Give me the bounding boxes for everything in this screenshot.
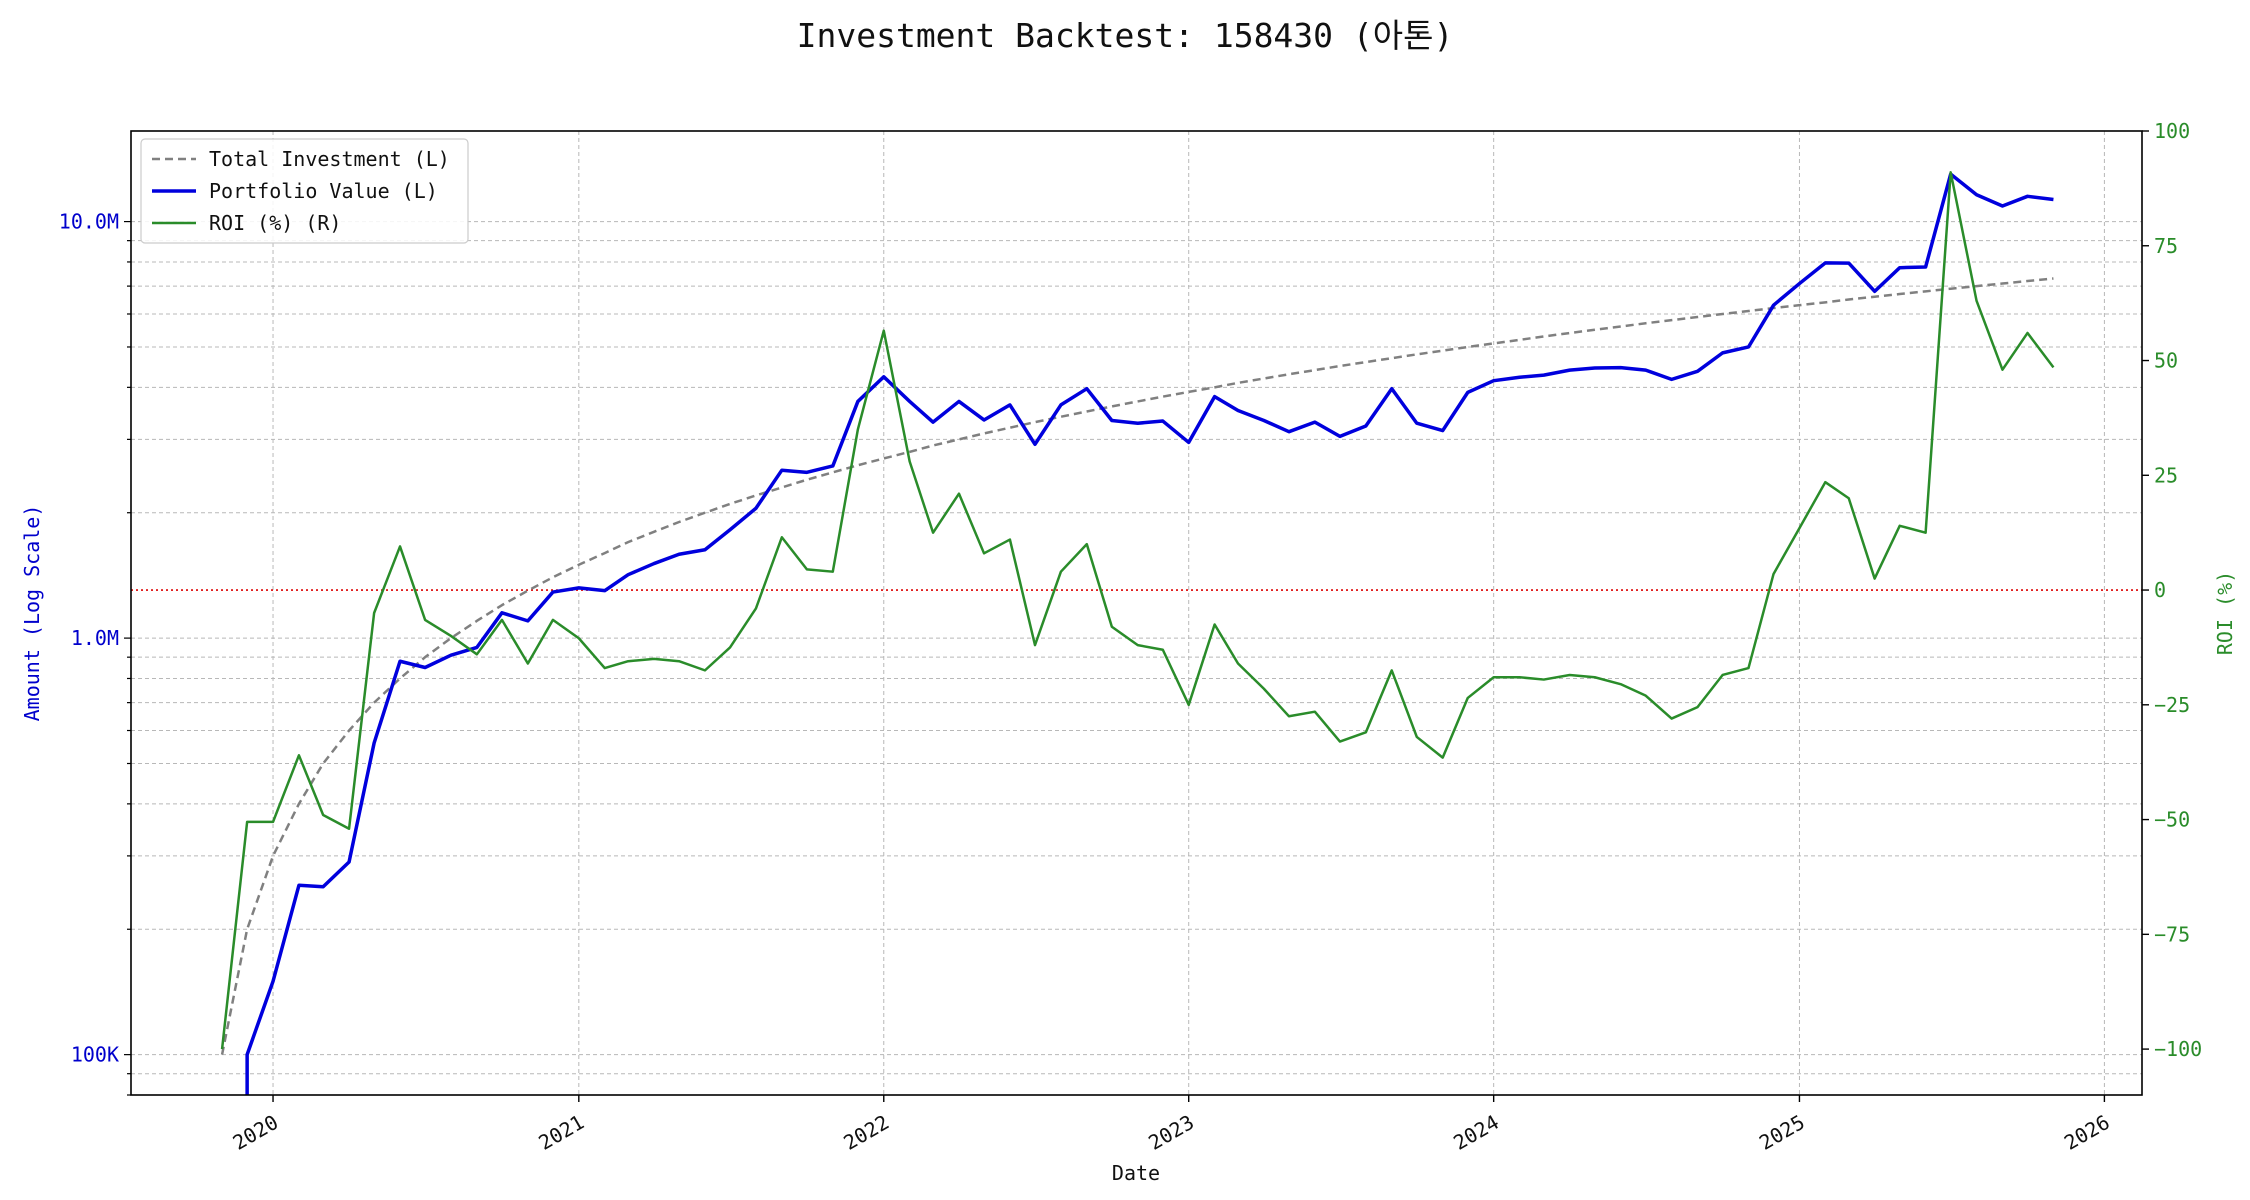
x-tick-label-2022: 2022 (839, 1110, 893, 1155)
right-axis-ticks: 100 75 50 25 0 −25 −50 −75 −100 (2142, 119, 2202, 1061)
right-axis-label: ROI (%) (2213, 571, 2237, 655)
left-tick-label-10.0M: 10.0M (59, 210, 119, 234)
x-axis-label: Date (1112, 1161, 1160, 1185)
roi-line (220, 171, 2055, 1050)
legend-box (140, 138, 469, 244)
legend: Total Investment (L) Portfolio Value (L)… (140, 138, 469, 244)
plot-frame (130, 130, 2143, 1096)
right-tick-label--75: −75 (2154, 922, 2190, 946)
right-tick-label-75: 75 (2154, 234, 2178, 258)
portfolio-value-line (245, 172, 2054, 1095)
legend-entry-total-investment: Total Investment (L) (152, 147, 450, 171)
x-axis-ticks: 2020 2021 2022 2023 2024 2025 2026 (229, 1095, 2114, 1155)
right-tick-label--50: −50 (2154, 808, 2190, 832)
legend-entry-portfolio-value: Portfolio Value (L) (152, 179, 438, 203)
left-tick-label-100K: 100K (71, 1043, 119, 1067)
x-tick-label-2020: 2020 (229, 1110, 283, 1155)
series-lines (220, 171, 2055, 1095)
legend-label-roi: ROI (%) (R) (209, 211, 341, 235)
x-tick-label-2024: 2024 (1449, 1110, 1503, 1155)
right-tick-label-100: 100 (2154, 119, 2190, 143)
grid-lines (131, 131, 2142, 1096)
total-investment-line (220, 277, 2054, 1055)
right-tick-label-0: 0 (2154, 578, 2166, 602)
right-tick-label-50: 50 (2154, 349, 2178, 373)
right-tick-label--25: −25 (2154, 693, 2190, 717)
legend-label-portfolio-value: Portfolio Value (L) (209, 179, 438, 203)
x-tick-label-2021: 2021 (534, 1110, 588, 1155)
left-axis-ticks: 100K 1.0M 10.0M (59, 210, 131, 1096)
right-tick-label-25: 25 (2154, 463, 2178, 487)
left-axis-label: Amount (Log Scale) (20, 505, 44, 722)
right-tick-label--100: −100 (2154, 1037, 2202, 1061)
chart-title: Investment Backtest: 158430 (아톤) (797, 16, 1454, 55)
legend-entry-roi: ROI (%) (R) (152, 211, 341, 235)
legend-label-total-investment: Total Investment (L) (209, 147, 450, 171)
x-tick-label-2026: 2026 (2060, 1110, 2114, 1155)
left-tick-label-1.0M: 1.0M (71, 626, 119, 650)
x-tick-label-2025: 2025 (1755, 1110, 1809, 1155)
x-tick-label-2023: 2023 (1144, 1110, 1198, 1155)
